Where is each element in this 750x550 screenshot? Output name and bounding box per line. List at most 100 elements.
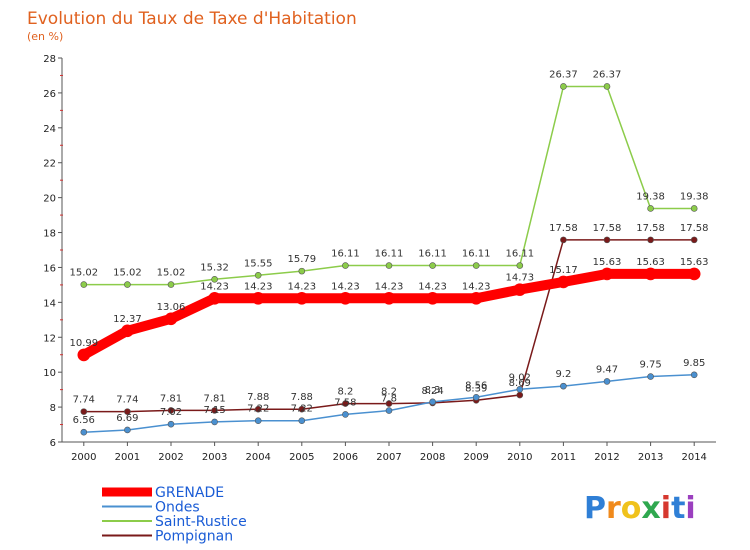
data-point: [557, 275, 570, 289]
data-label: 14.23: [375, 281, 404, 292]
logo-letter: r: [606, 491, 621, 526]
data-label: 7.22: [291, 404, 313, 415]
data-label: 7.15: [203, 405, 225, 416]
y-tick-label: 12: [43, 333, 56, 344]
data-label: 15.79: [287, 254, 316, 265]
legend-label: Ondes: [155, 500, 200, 516]
data-label: 26.37: [593, 69, 622, 80]
logo-letter: t: [671, 491, 685, 526]
data-label: 7.22: [247, 404, 269, 415]
logo-letter: o: [621, 491, 642, 526]
data-point: [647, 373, 654, 380]
data-point: [600, 267, 614, 281]
data-point: [469, 292, 483, 305]
data-label: 7.88: [291, 392, 313, 403]
data-label: 15.63: [636, 257, 665, 268]
y-tick-label: 28: [43, 54, 56, 65]
data-label: 15.17: [549, 265, 578, 276]
data-label: 14.23: [418, 281, 447, 292]
data-label: 16.11: [418, 249, 447, 260]
x-tick-label: 2012: [594, 452, 619, 463]
logo-letter: x: [641, 491, 660, 526]
data-point: [385, 407, 393, 414]
data-label: 17.58: [680, 223, 709, 234]
data-point: [167, 407, 175, 414]
data-point: [211, 276, 218, 283]
data-label: 14.73: [505, 273, 534, 284]
data-label: 14.23: [200, 281, 229, 292]
data-label: 14.23: [331, 281, 360, 292]
data-label: 7.81: [160, 393, 182, 404]
data-point: [124, 408, 131, 415]
data-point: [560, 236, 567, 244]
data-label: 15.63: [593, 257, 622, 268]
data-point: [342, 262, 349, 269]
data-point: [647, 236, 654, 244]
data-point: [211, 407, 218, 414]
data-point: [647, 205, 654, 212]
data-point: [80, 408, 88, 415]
data-label: 12.37: [113, 314, 142, 325]
y-tick-label: 14: [43, 298, 56, 309]
legend-label: Saint-Rustice: [155, 514, 247, 530]
series-lines: [77, 83, 701, 436]
x-tick-label: 2004: [245, 452, 270, 463]
y-tick-label: 24: [43, 124, 56, 135]
y-tick-label: 10: [43, 368, 56, 379]
data-point: [385, 400, 393, 407]
data-labels: 15.02 15.02 15.02 15.32 15.55 15.79 16.11 16.11…: [69, 69, 708, 426]
data-label: 8.56: [465, 380, 487, 391]
data-point: [687, 267, 701, 281]
legend-label: Pompignan: [155, 529, 233, 545]
data-point: [342, 411, 349, 418]
x-tick-label: 2003: [202, 452, 227, 463]
data-point: [426, 292, 439, 305]
data-label: 16.11: [331, 249, 360, 260]
data-point: [339, 292, 352, 305]
data-label: 6.56: [73, 415, 95, 426]
y-tick-label: 26: [43, 89, 56, 100]
data-label: 19.38: [636, 191, 665, 202]
data-point: [690, 236, 698, 244]
data-label: 14.23: [287, 281, 316, 292]
data-point: [167, 281, 175, 288]
data-label: 9.75: [639, 360, 661, 371]
logo-letter: i: [661, 491, 671, 526]
data-label: 15.63: [680, 257, 709, 268]
data-point: [77, 348, 91, 362]
data-point: [298, 417, 306, 425]
data-point: [690, 205, 698, 212]
data-point: [429, 262, 436, 269]
y-tick-label: 6: [50, 438, 56, 449]
data-point: [254, 417, 262, 425]
data-label: 8.69: [509, 378, 531, 389]
logo-letter: i: [685, 491, 695, 526]
data-point: [382, 292, 396, 305]
x-tick-label: 2007: [376, 452, 401, 463]
y-tick-label: 16: [43, 263, 56, 274]
data-point: [298, 267, 306, 275]
data-point: [385, 262, 393, 269]
data-label: 15.02: [157, 268, 186, 279]
x-tick-label: 2013: [638, 452, 663, 463]
data-label: 7.74: [73, 395, 95, 406]
data-label: 7.74: [116, 395, 138, 406]
data-point: [211, 418, 218, 426]
data-label: 8.3: [425, 385, 441, 396]
data-label: 9.85: [683, 358, 705, 369]
x-tick-label: 2002: [158, 452, 183, 463]
data-label: 14.23: [244, 281, 273, 292]
logo-text: Proxiti: [584, 491, 696, 526]
data-point: [603, 83, 611, 90]
data-label: 8.2: [381, 387, 397, 398]
logo-letter: P: [584, 491, 606, 526]
data-label: 7.81: [203, 393, 225, 404]
chart-title: Evolution du Taux de Taxe d'Habitation: [27, 9, 357, 29]
data-label: 8.2: [337, 387, 353, 398]
data-point: [560, 382, 567, 390]
data-point: [121, 324, 134, 338]
y-tick-label: 22: [43, 159, 56, 170]
data-label: 8.39: [465, 383, 487, 394]
data-label: 15.55: [244, 258, 273, 269]
data-point: [124, 426, 131, 434]
